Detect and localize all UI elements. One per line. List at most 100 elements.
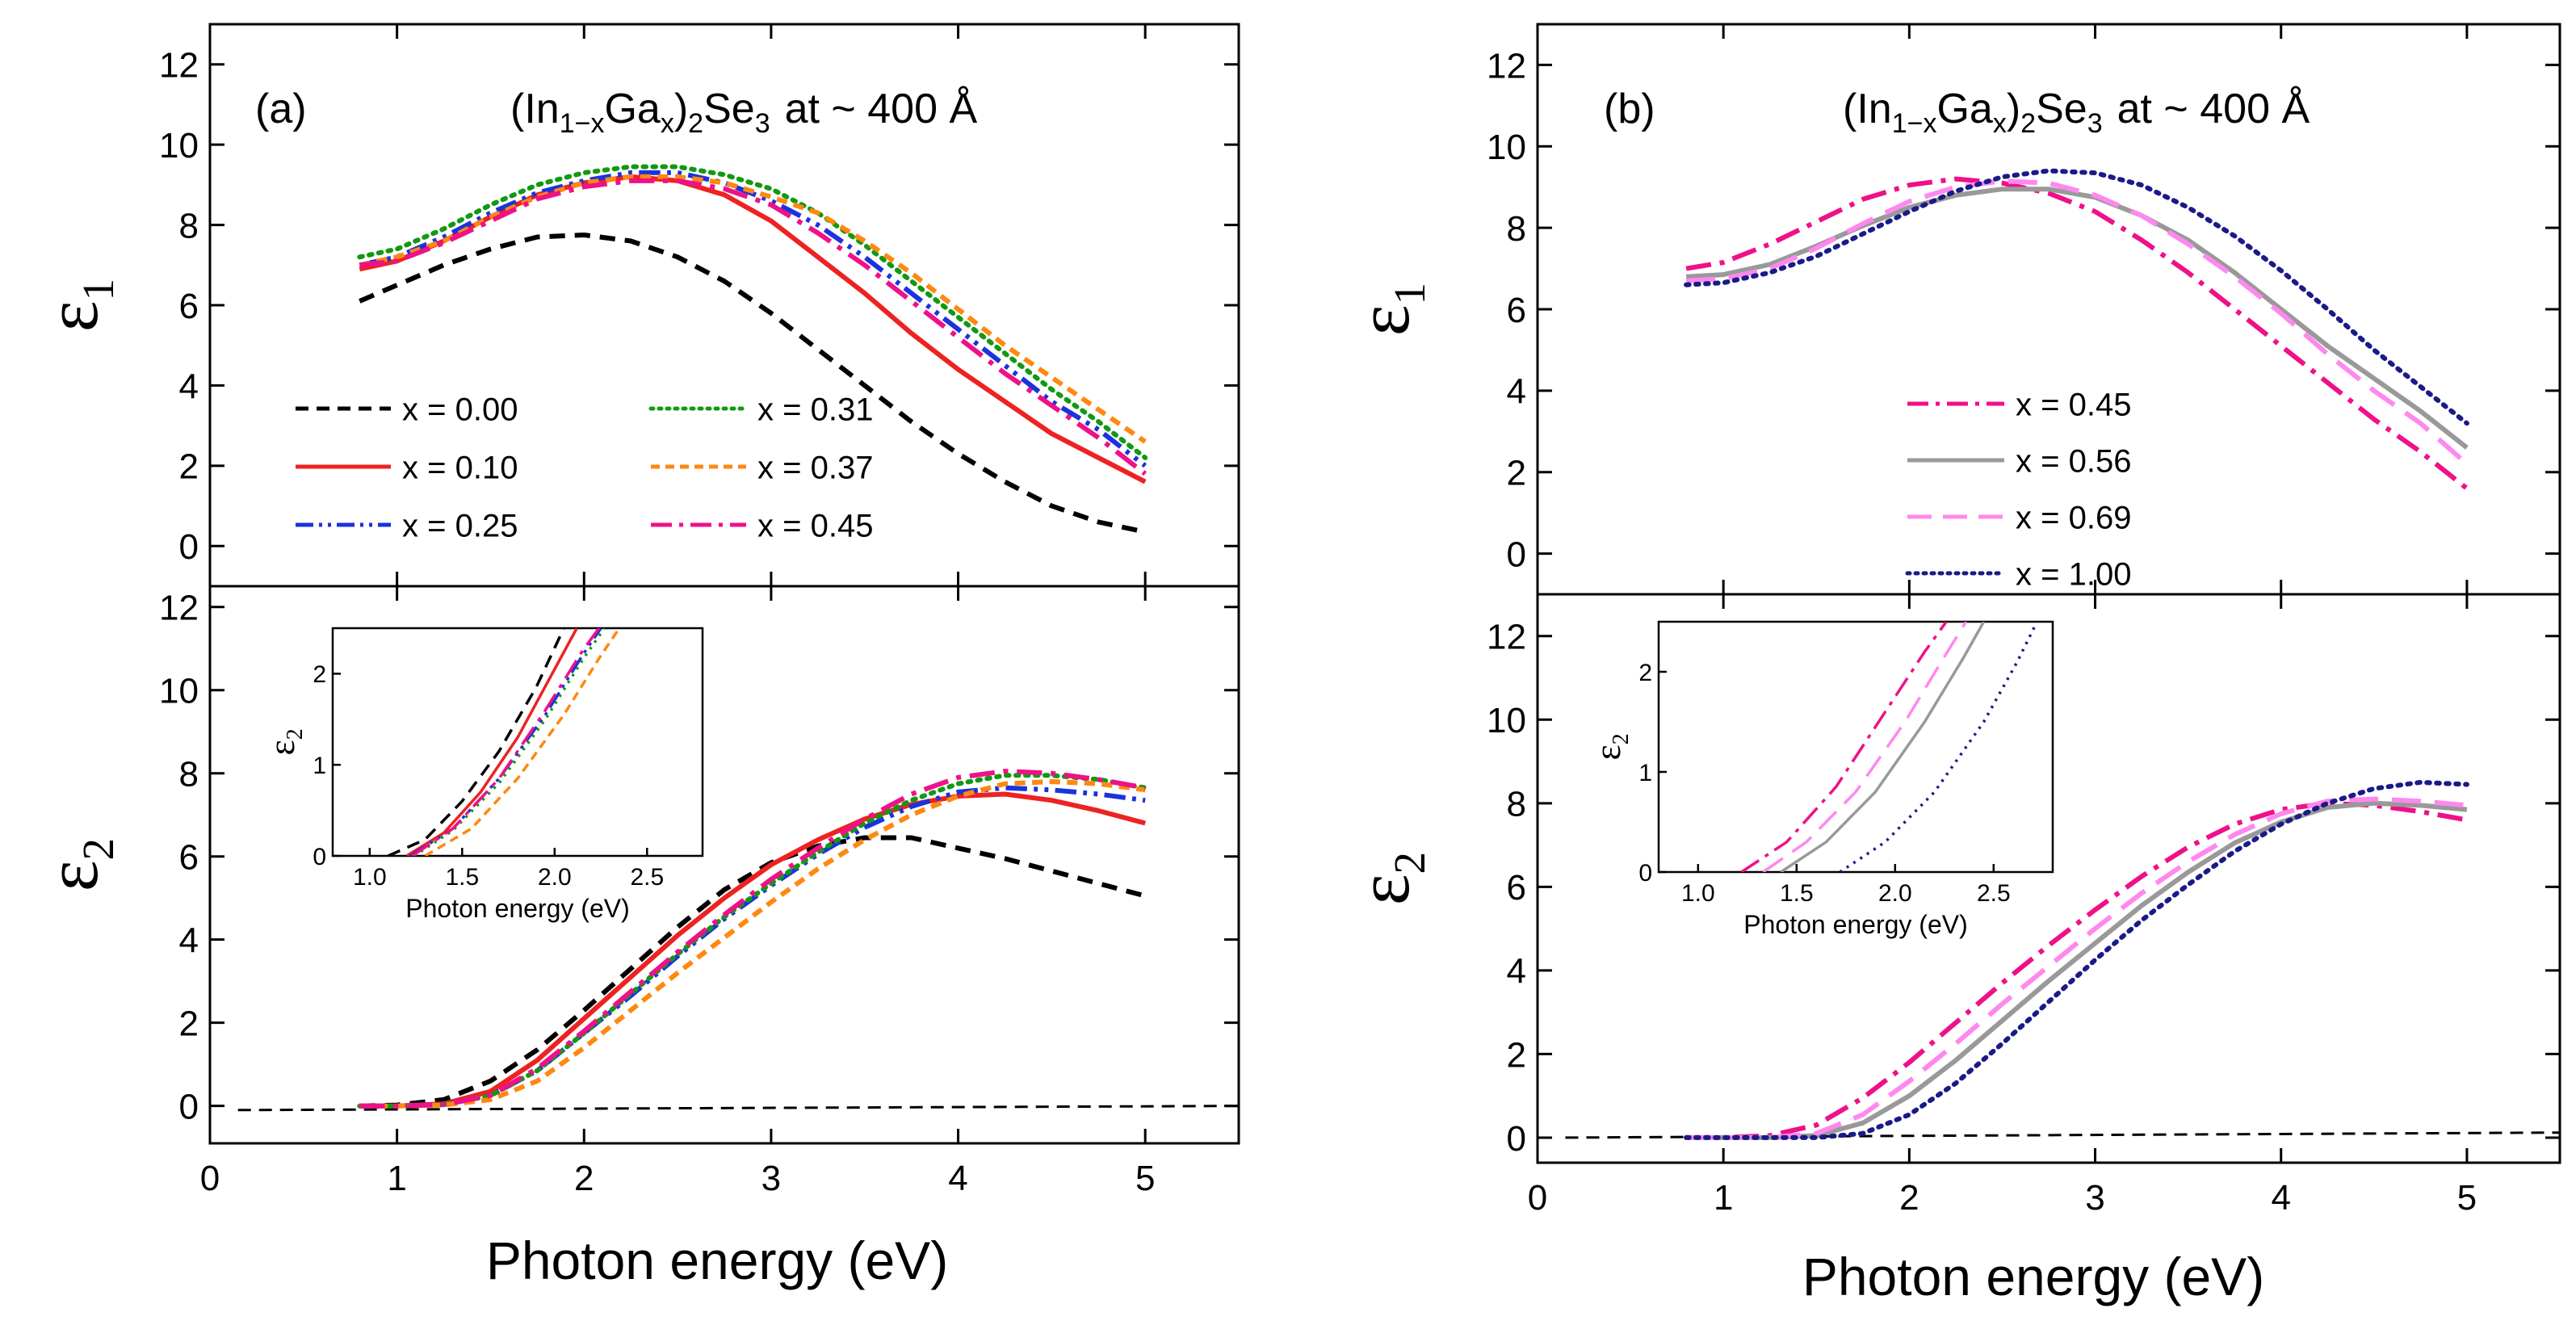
b-eps1-series-line (1685, 176, 2469, 491)
a-eps2-x-tick-labels: 0 1 2 3 4 5 (200, 1159, 1156, 1198)
a-eps2-series-line (359, 779, 1146, 1109)
panel-b-title-tail: at ~ 400 Å (2117, 86, 2310, 132)
panel-b-title-sub: x (1993, 108, 2007, 139)
a-eps1-y-tick-label: 10 (159, 126, 199, 166)
b-eps2-x-tick-label: 2 (1899, 1178, 1919, 1218)
panel-b-label: (b) (1604, 86, 1655, 132)
a-eps1-y-tick-label: 8 (179, 206, 199, 245)
b-eps2-y-tick-label: 12 (1487, 618, 1526, 657)
panel-a-title-sub: 3 (755, 108, 770, 139)
a-eps2-inset-series-line (413, 628, 606, 856)
b-eps2-series-line (1684, 779, 2469, 1140)
a-eps1-y-tick-label: 2 (179, 447, 199, 487)
a-eps2-x-tick-label: 4 (948, 1159, 967, 1198)
b-eps2-series-line (1686, 800, 2468, 1140)
a-eps2-inset-series-line (424, 628, 621, 856)
a-eps1-legend-label: x = 0.10 (402, 450, 518, 485)
b-eps2-y-tick-label: 4 (1507, 952, 1526, 992)
a-eps2-series-group (237, 769, 1240, 1112)
a-eps2-inset-series-line (411, 628, 601, 856)
b-eps2-inset-y-axis-title-subscript: 2 (1609, 733, 1634, 744)
b-eps1-legend-label: x = 0.69 (2016, 500, 2131, 535)
panel-a-title: (In1−xGax)2Se3 at ~ 400 Å (510, 86, 977, 139)
a-eps2-y-tick-label: 8 (179, 755, 199, 795)
panel-b-title-part: (In (1843, 86, 1892, 132)
panel-b-x-axis-title: Photon energy (eV) (1802, 1247, 2264, 1306)
panel-b-title-part: ) (2007, 86, 2020, 132)
panel-a-title-part: Se (703, 86, 755, 132)
b-eps2-x-tick-label: 5 (2457, 1178, 2477, 1218)
b-eps2-inset-series-line (1740, 622, 1948, 872)
b-eps2-y-axis-title-subscript: 2 (1385, 852, 1434, 874)
a-eps2-inset-y-tick-label: 1 (313, 753, 326, 779)
b-eps2-series-group (1565, 779, 2561, 1140)
b-eps2-y-axis-title-symbol: ε (1342, 874, 1424, 905)
a-eps1-y-tick-label: 0 (179, 527, 199, 567)
a-eps2-y-tick-label: 12 (159, 589, 199, 628)
a-eps2-inset-x-tick-label: 1.5 (445, 864, 479, 891)
panel-b-title-part: Se (2036, 86, 2087, 132)
panel-b-title-part: Ga (1936, 86, 1992, 132)
b-eps1-y-axis-title-subscript: 1 (1385, 283, 1434, 305)
panel-b-title: (In1−xGax)2Se3 at ~ 400 Å (1843, 86, 2310, 139)
a-eps1-y-axis-title-symbol: ε (31, 300, 113, 332)
b-eps1-y-axis-title-symbol: ε (1342, 304, 1424, 336)
panel-b-title-sub: 1−x (1892, 108, 1937, 139)
b-eps1-y-tick-label: 2 (1507, 454, 1526, 493)
b-eps2-inset-frame (1657, 620, 2054, 874)
a-eps1-y-tick-label: 4 (179, 367, 199, 406)
a-eps2-y-axis-title-symbol: ε (31, 860, 113, 891)
b-eps2-y-tick-label: 8 (1507, 785, 1526, 824)
a-eps2-y-tick-label: 0 (179, 1087, 199, 1126)
b-eps2-x-tick-labels: 0 1 2 3 4 5 (1528, 1178, 2477, 1218)
b-eps2-inset-series-line (1780, 622, 1986, 872)
panel-a-title-sub: 1−x (560, 108, 605, 139)
a-eps1-y-axis-title-subscript: 1 (73, 279, 123, 301)
a-eps1-series-line (359, 174, 1147, 444)
b-eps1-legend-label: x = 0.56 (2016, 443, 2131, 479)
a-eps2-x-tick-label: 3 (761, 1159, 781, 1198)
a-eps2-x-tick-label: 2 (574, 1159, 594, 1198)
b-eps2-inset-y-tick-label: 2 (1638, 660, 1652, 686)
b-eps2-y-tick-label: 10 (1487, 701, 1526, 740)
a-eps2-inset-y-axis-title-subscript: 2 (283, 728, 308, 740)
b-eps2-y-tick-label: 0 (1507, 1119, 1526, 1159)
a-eps1-y-tick-label: 12 (159, 46, 199, 86)
a-eps2-series-line (359, 791, 1146, 1109)
a-eps1-series-line (357, 164, 1148, 460)
a-eps2-y-axis-title: ε2 (31, 838, 123, 891)
b-eps2-inset-y-tick-label: 1 (1638, 760, 1652, 786)
b-eps2-inset-y-axis-title: ε2 (1587, 733, 1634, 760)
b-eps1-y-tick-label: 10 (1487, 128, 1526, 167)
a-eps2-inset-x-tick-label: 2.0 (538, 864, 572, 891)
a-eps2-inset-series-line (387, 628, 565, 856)
a-eps2-inset-y-axis-title-symbol: ε (261, 740, 302, 755)
b-eps2-inset-series-line (1762, 622, 1968, 872)
a-eps2-inset-x-tick-label: 1.0 (353, 864, 387, 891)
panel-a-x-axis-title: Photon energy (eV) (486, 1231, 948, 1290)
a-eps1-legend-label: x = 0.31 (757, 392, 873, 427)
b-eps2-inset-y-axis-title-symbol: ε (1587, 744, 1628, 760)
b-eps1-series-group (1684, 168, 2469, 491)
b-eps1-y-tick-label: 0 (1507, 535, 1526, 574)
b-eps1-y-axis-title: ε1 (1342, 283, 1434, 336)
panel-a-title-sub: x (661, 108, 674, 139)
a-eps1-y-axis-title: ε1 (31, 279, 123, 332)
b-eps2-x-tick-label: 4 (2271, 1178, 2290, 1218)
a-eps2-x-tick-label: 1 (387, 1159, 406, 1198)
panel-b-title-sub: 3 (2087, 108, 2103, 139)
b-eps2-inset-x-tick-label: 1.5 (1780, 880, 1814, 907)
a-eps2-inset-x-axis-title: Photon energy (eV) (405, 894, 630, 923)
a-eps2-inset-y-tick-label: 0 (313, 844, 326, 870)
a-eps1-legend-label: x = 0.00 (402, 392, 518, 427)
b-eps2-y-axis-title: ε2 (1342, 852, 1434, 905)
b-eps1-y-tick-label: 4 (1507, 372, 1526, 412)
b-eps2-x-tick-label: 3 (2085, 1178, 2104, 1218)
a-eps2-y-tick-label: 4 (179, 921, 199, 961)
